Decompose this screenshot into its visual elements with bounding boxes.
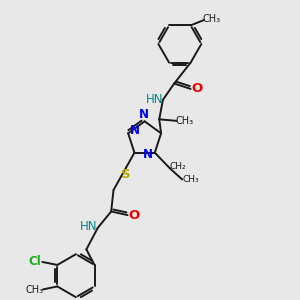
- Text: CH₂: CH₂: [170, 162, 186, 171]
- Text: N: N: [143, 148, 153, 161]
- Text: Cl: Cl: [28, 255, 41, 268]
- Text: O: O: [191, 82, 202, 95]
- Text: CH₃: CH₃: [26, 285, 44, 295]
- Text: CH₃: CH₃: [202, 14, 220, 23]
- Text: O: O: [128, 208, 139, 222]
- Text: HN: HN: [80, 220, 97, 233]
- Text: S: S: [121, 168, 130, 181]
- Text: CH₃: CH₃: [182, 175, 199, 184]
- Text: HN: HN: [146, 93, 163, 106]
- Text: CH₃: CH₃: [176, 116, 194, 126]
- Text: N: N: [130, 124, 140, 137]
- Text: N: N: [139, 108, 149, 121]
